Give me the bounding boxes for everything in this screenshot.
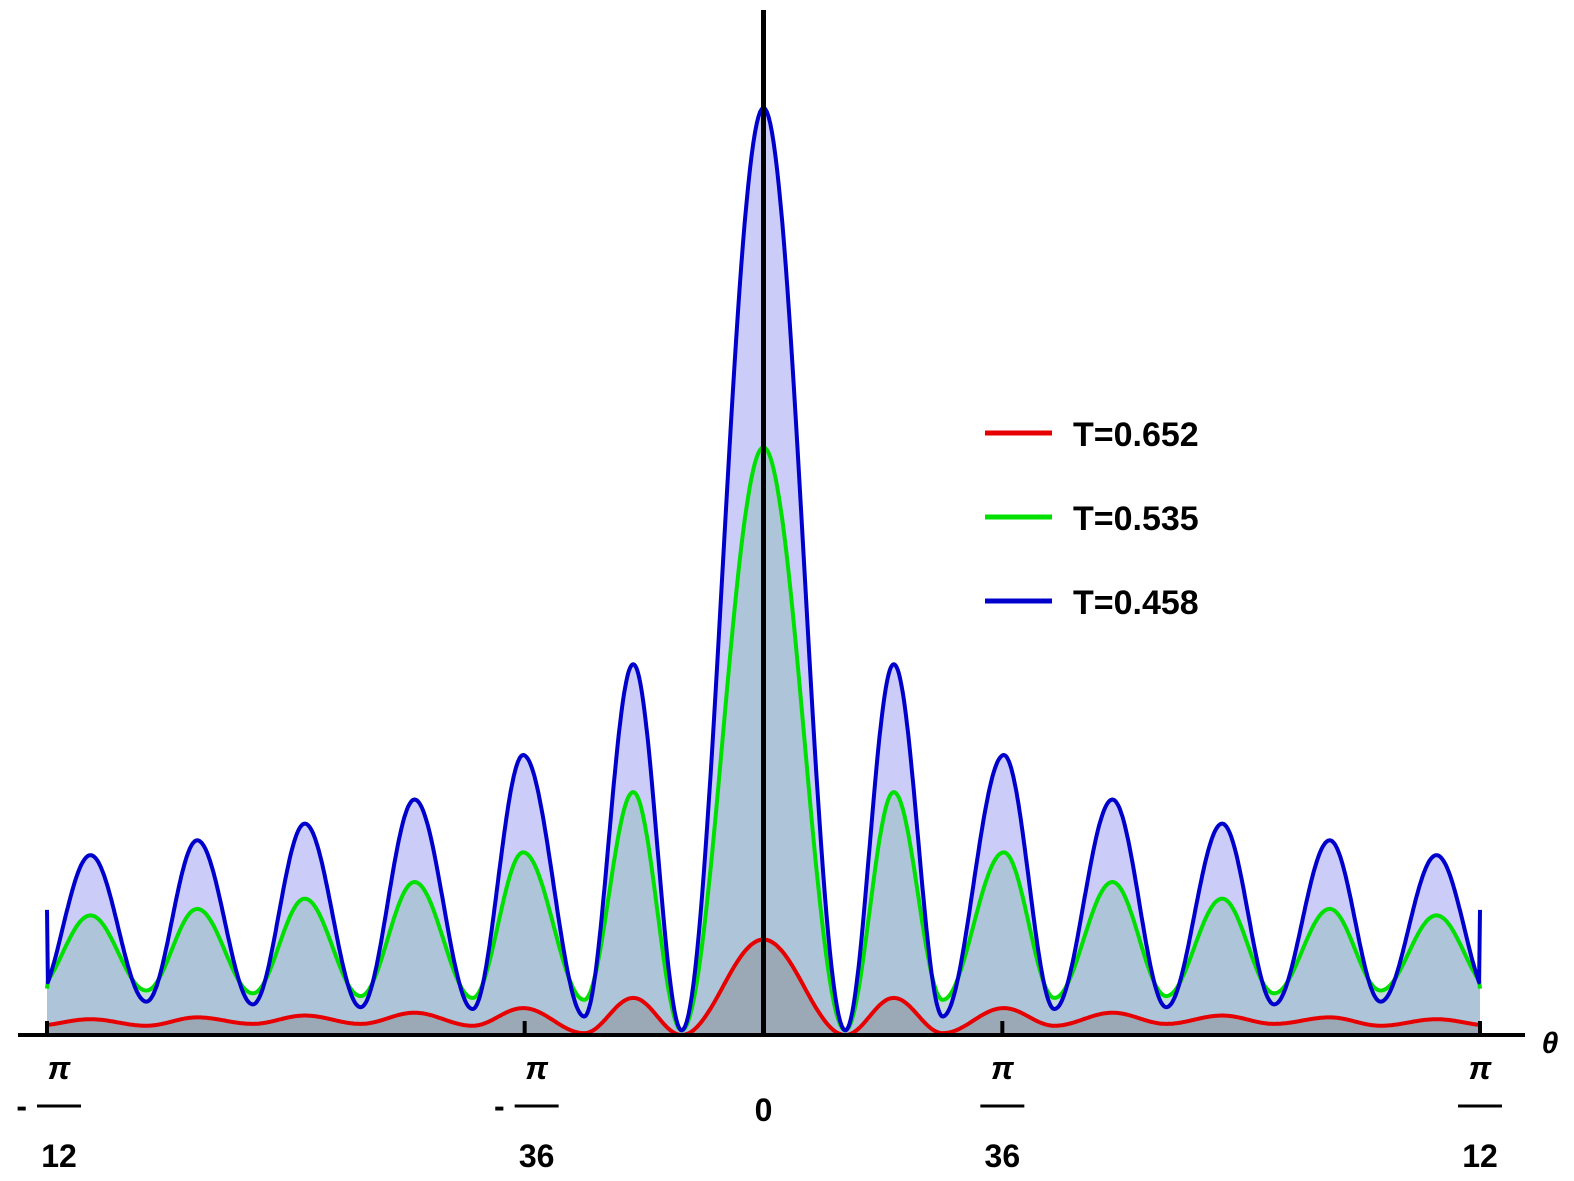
x-tick-denominator: 12 [1462, 1138, 1498, 1174]
x-tick-denominator: 36 [985, 1138, 1021, 1174]
x-tick-denominator: 12 [41, 1138, 77, 1174]
axes [18, 10, 1525, 1037]
x-tick-numerator: π [991, 1050, 1015, 1086]
x-tick-numerator: π [48, 1050, 72, 1086]
x-tick-label: 0 [755, 1092, 773, 1128]
x-tick-sign: - [494, 1088, 505, 1124]
x-tick-fraction: π 36- [494, 1050, 559, 1174]
x-tick-denominator: 36 [519, 1138, 555, 1174]
x-tick-numerator: π [525, 1050, 549, 1086]
x-tick-fraction: π 12- [16, 1050, 81, 1174]
x-tick-sign: - [16, 1088, 27, 1124]
x-tick-fraction: π 36 [980, 1050, 1025, 1174]
legend: T=0.652 T=0.535 T=0.458 [985, 416, 1199, 622]
x-tick-fraction: π 12 [1458, 1050, 1502, 1174]
legend-label: T=0.535 [1073, 500, 1199, 538]
legend-label: T=0.652 [1073, 416, 1199, 454]
x-axis-label: θ [1542, 1027, 1559, 1060]
legend-label: T=0.458 [1073, 584, 1199, 622]
x-tick-numerator: π [1469, 1050, 1493, 1086]
